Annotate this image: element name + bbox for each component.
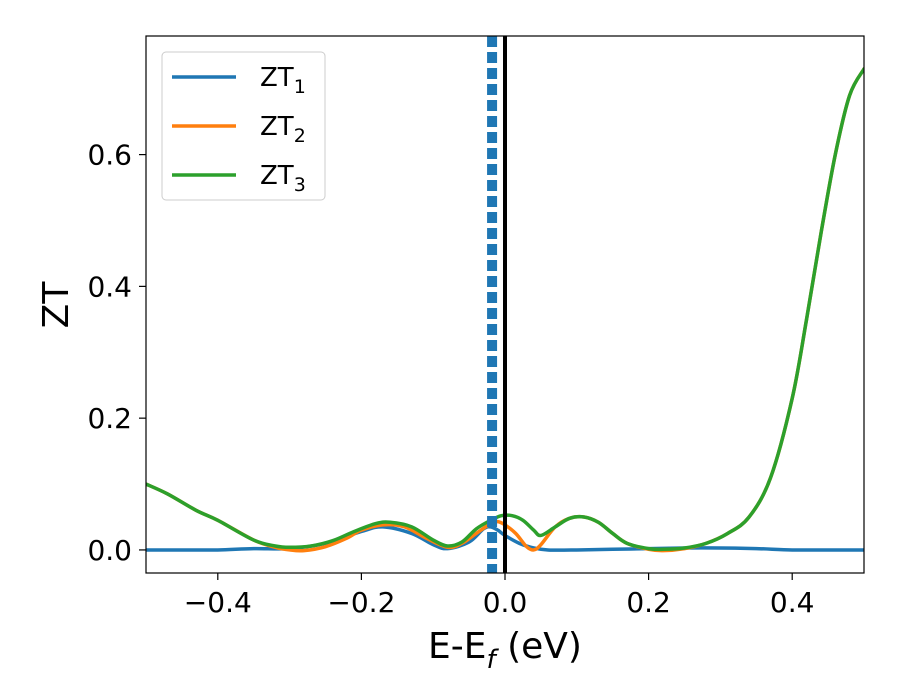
x-axis-label-main: E-E bbox=[428, 626, 486, 667]
legend-label: ZT1 bbox=[260, 63, 306, 98]
y-axis-ticks: 0.0 0.2 0.4 0.6 bbox=[87, 139, 146, 567]
x-tick-label: 0.2 bbox=[626, 586, 671, 619]
y-tick-label: 0.0 bbox=[87, 534, 132, 567]
y-tick-label: 0.4 bbox=[87, 270, 132, 303]
x-axis-label: E-Ef (eV) bbox=[428, 626, 582, 675]
x-axis-ticks: −0.4 −0.2 0.0 0.2 0.4 bbox=[184, 573, 815, 619]
y-axis-label: ZT bbox=[36, 281, 77, 329]
plot-lines bbox=[146, 36, 864, 573]
legend-box bbox=[161, 51, 326, 201]
x-tick-label: −0.2 bbox=[327, 586, 395, 619]
x-tick-label: −0.4 bbox=[184, 586, 252, 619]
series-line-zt3 bbox=[146, 67, 864, 552]
y-tick-label: 0.2 bbox=[87, 402, 132, 435]
legend-label: ZT2 bbox=[260, 112, 306, 147]
x-tick-label: 0.0 bbox=[483, 586, 528, 619]
x-tick-label: 0.4 bbox=[770, 586, 815, 619]
x-axis-label-unit: (eV) bbox=[496, 626, 582, 667]
legend: ZT1 ZT2 ZT3 bbox=[161, 51, 326, 201]
legend-label: ZT3 bbox=[260, 161, 306, 196]
y-tick-label: 0.6 bbox=[87, 139, 132, 172]
